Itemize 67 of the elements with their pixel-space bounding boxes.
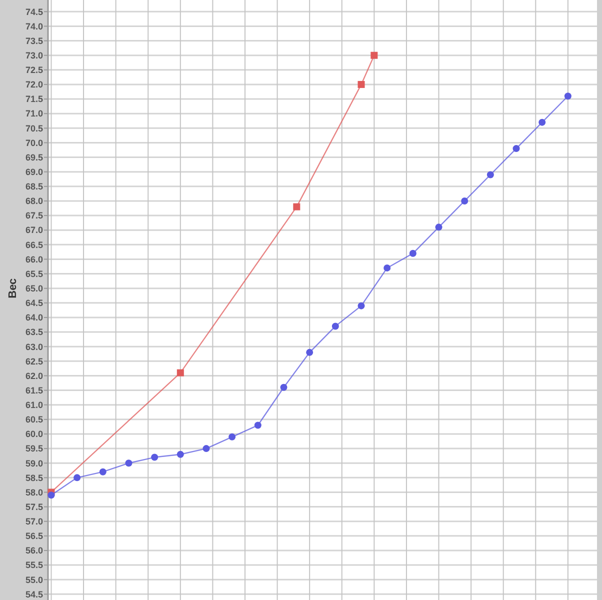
y-tick-label: 73.0 [25, 50, 43, 60]
y-tick-label: 72.5 [25, 65, 43, 76]
y-tick-label: 56.0 [25, 546, 43, 556]
point [99, 468, 106, 476]
point [254, 422, 262, 429]
y-tick-label: 65.5 [25, 268, 43, 279]
point [74, 474, 81, 482]
y-tick-label: 68.0 [25, 196, 43, 206]
y-tick-label: 59.5 [25, 444, 43, 454]
point [370, 52, 378, 59]
point [151, 454, 158, 461]
y-tick-label: 65.0 [25, 284, 43, 294]
point [435, 224, 442, 231]
point [512, 145, 520, 152]
y-tick-label: 58.5 [25, 472, 43, 483]
point [564, 92, 572, 100]
y-tick-label: 60.0 [25, 429, 43, 440]
y-tick-label: 62.5 [25, 356, 43, 366]
y-tick-label: 63.0 [25, 342, 43, 352]
y-tick-label: 56.5 [25, 531, 43, 542]
y-tick-label: 61.0 [25, 400, 43, 410]
point [306, 348, 314, 356]
y-tick-label: 72.0 [25, 80, 43, 90]
y-tick-label: 70.5 [25, 123, 43, 134]
y-axis-title: Вес [7, 278, 19, 298]
y-tick-label: 64.5 [25, 298, 43, 308]
y-tick-label: 54.5 [25, 589, 43, 600]
y-tick-label: 62.0 [25, 370, 43, 381]
point [176, 450, 184, 458]
point [461, 197, 468, 204]
y-tick-label: 57.5 [25, 502, 43, 512]
y-tick-label: 69.0 [25, 166, 43, 177]
y-tick-label: 61.5 [25, 385, 43, 396]
point [176, 369, 184, 376]
y-tick-label: 59.0 [25, 458, 43, 468]
y-tick-label: 57.0 [25, 516, 43, 527]
point [202, 445, 210, 452]
y-tick-label: 74.0 [25, 21, 43, 32]
point [228, 433, 236, 440]
y-tick-label: 74.5 [25, 6, 43, 17]
y-tick-label: 71.0 [25, 108, 43, 119]
point [358, 302, 365, 310]
point [384, 264, 391, 272]
y-tick-label: 71.5 [25, 94, 43, 104]
point [280, 384, 288, 391]
point [358, 80, 365, 88]
point [293, 203, 300, 210]
point [486, 171, 494, 178]
y-tick-label: 55.5 [25, 560, 43, 570]
point [125, 460, 132, 467]
point [332, 322, 339, 330]
y-tick-label: 68.5 [25, 182, 43, 192]
y-tick-label: 60.5 [25, 414, 43, 425]
y-tick-label: 69.5 [25, 152, 43, 162]
y-tick-label: 66.0 [25, 254, 43, 264]
y-tick-label: 73.5 [25, 36, 43, 46]
point [538, 118, 546, 126]
y-tick-label: 58.0 [25, 487, 43, 498]
point [48, 492, 55, 499]
y-tick-label: 67.5 [25, 210, 43, 221]
y-tick-label: 66.5 [25, 240, 43, 250]
point [409, 250, 416, 257]
y-tick-label: 70.0 [25, 138, 43, 148]
y-tick-label: 64.0 [25, 312, 43, 323]
y-tick-label: 55.0 [25, 574, 43, 585]
y-tick-label: 63.5 [25, 327, 43, 338]
y-tick-label: 67.0 [25, 225, 43, 236]
